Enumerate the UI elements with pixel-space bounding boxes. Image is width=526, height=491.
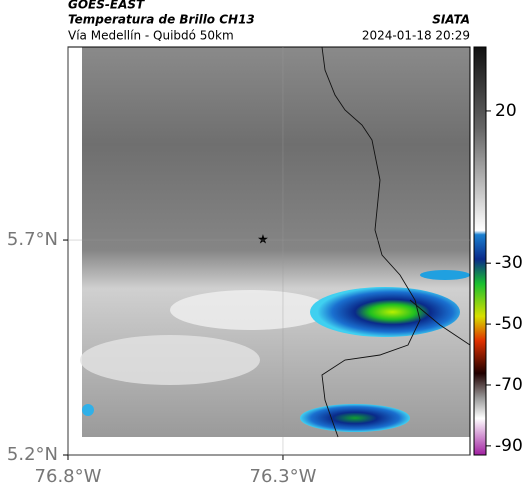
storm-cell: [310, 287, 460, 337]
datetime: 2024-01-18 20:29: [362, 29, 470, 43]
colorbar-tick-label: -90: [495, 436, 523, 456]
border: [409, 299, 471, 346]
source: SIATA: [432, 13, 470, 27]
x-tick-label: 76.8°W: [35, 466, 102, 487]
storm-cell: [420, 270, 470, 280]
y-tick-label: 5.2°N: [7, 444, 58, 465]
colorbar-tick-label: -30: [495, 253, 523, 273]
title: Temperatura de Brillo CH13: [68, 13, 255, 27]
storm-cell: [82, 404, 94, 416]
y-tick-label: 5.7°N: [7, 229, 58, 250]
cloud: [170, 290, 330, 330]
subtitle: Vía Medellín - Quibdó 50km: [68, 29, 234, 43]
satellite: GOES-EAST: [68, 0, 145, 12]
border: [321, 46, 421, 438]
x-tick-label: 76.3°W: [250, 466, 317, 487]
map: ★: [80, 46, 471, 438]
colorbar-tick-label: -70: [495, 375, 523, 395]
storm-cell: [300, 404, 410, 432]
colorbar-tick-label: 20: [495, 101, 517, 121]
cloud: [80, 335, 260, 385]
colorbar-tick-label: -50: [495, 314, 523, 334]
colorbar: [473, 46, 487, 456]
